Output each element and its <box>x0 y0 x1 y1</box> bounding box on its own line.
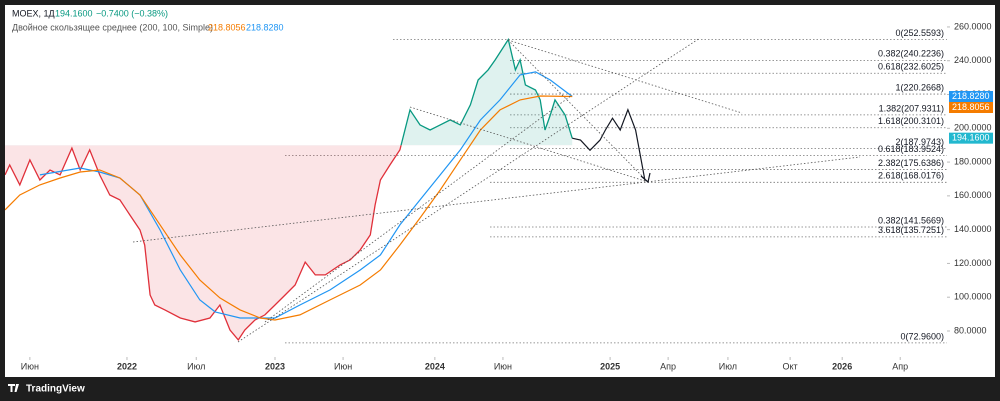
price-label-box <box>949 90 993 102</box>
legend-ma200: 218.8056 <box>208 22 246 32</box>
fib-label: 2(187.9743) <box>895 137 944 147</box>
area-below <box>5 145 573 340</box>
fib-label: 0(252.5593) <box>895 28 944 38</box>
x-tick-label: Июн <box>334 361 352 371</box>
y-tick-label: 100.0000 <box>954 292 992 302</box>
price-label: 218.8056 <box>952 102 990 112</box>
y-tick-label: 140.0000 <box>954 224 992 234</box>
fib-label: 1(220.2668) <box>895 82 944 92</box>
y-tick-label: 180.0000 <box>954 156 992 166</box>
line <box>572 108 646 181</box>
fib-label: 2.618(168.0176) <box>878 171 944 181</box>
branding: TradingView <box>26 384 85 395</box>
fib-label: 0.382(240.2236) <box>878 49 944 59</box>
trend-lines <box>132 37 861 343</box>
trend-line <box>507 39 743 114</box>
x-tick-label: Окт <box>783 361 798 371</box>
x-tick-label: Июл <box>187 361 205 371</box>
x-tick-label: Июн <box>494 361 512 371</box>
fib-label: 1.382(207.9311) <box>879 103 944 113</box>
y-tick-label: 200.0000 <box>954 123 992 133</box>
x-tick-label: Апр <box>892 361 908 371</box>
y-tick-label: 120.0000 <box>954 258 992 268</box>
price-label: 194.1600 <box>952 133 990 143</box>
fib-label: 0.618(232.6025) <box>878 62 944 72</box>
price-label: 218.8280 <box>952 91 990 101</box>
y-tick-label: 240.0000 <box>954 55 992 65</box>
fib-label: 0.382(141.5669) <box>878 215 944 225</box>
fib-label: 0.618(183.9524) <box>878 144 944 154</box>
legend-symbol: MOEX, 1Д <box>12 8 55 18</box>
trend-line <box>132 156 861 243</box>
chart-background <box>5 5 995 377</box>
fib-label: 2.382(175.6386) <box>878 158 944 168</box>
logo-icon <box>8 384 19 392</box>
x-tick-label: 2024 <box>425 361 445 371</box>
trend-line <box>409 106 649 183</box>
legend: MOEX, 1Д 194.1600 −0.7400 (−0.38%) Двойн… <box>12 8 284 32</box>
y-tick-label: 260.0000 <box>954 21 992 31</box>
legend-last: 194.1600 <box>55 8 93 18</box>
legend-indicator: Двойное скользящее среднее (200, 100, Si… <box>12 22 213 32</box>
fib-label: 0(72.9600) <box>900 331 944 341</box>
price-label-box <box>949 101 993 113</box>
x-tick-label: Июл <box>719 361 737 371</box>
x-tick-label: 2026 <box>832 361 852 371</box>
line-above <box>400 37 573 146</box>
axes: 80.0000 100.0000 120.0000 140.0000 160.0000 1… <box>21 21 993 371</box>
fib-label: 1.618(200.3101) <box>878 116 944 126</box>
y-tick-label: 80.0000 <box>954 325 987 335</box>
arrow-head <box>640 172 651 184</box>
area-above <box>401 39 573 146</box>
trend-line <box>264 94 573 323</box>
trend-line <box>237 37 701 343</box>
price-label-box <box>949 132 993 144</box>
y-tick-label: 160.0000 <box>954 190 992 200</box>
x-tick-label: Апр <box>660 361 676 371</box>
x-tick-label: 2023 <box>265 361 285 371</box>
x-tick-label: Июн <box>21 361 39 371</box>
line-below <box>5 145 402 341</box>
fib-levels: 0(252.5593) 0.382(240.2236) 0.618(232.6025… <box>285 28 947 344</box>
plot-area <box>5 37 646 341</box>
x-tick-label: 2025 <box>600 361 620 371</box>
line <box>5 95 573 321</box>
fib-label: 3.618(135.7251) <box>878 225 944 235</box>
legend-change: −0.7400 (−0.38%) <box>96 8 168 18</box>
legend-ma100: 218.8280 <box>246 22 284 32</box>
x-tick-label: 2022 <box>117 361 137 371</box>
